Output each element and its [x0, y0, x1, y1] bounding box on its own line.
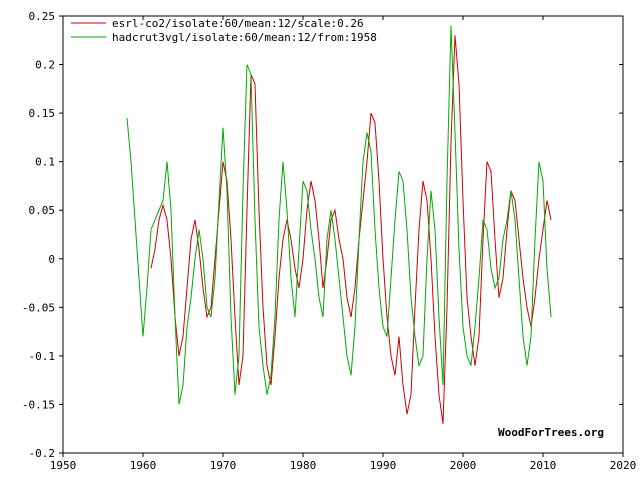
- y-tick-label: 0.15: [29, 107, 56, 120]
- x-axis: 1950 1960 1970 1980 1990 2000 2010 2020: [50, 16, 637, 472]
- x-tick-label: 2010: [530, 459, 557, 472]
- x-tick-label: 2000: [450, 459, 477, 472]
- legend-label: hadcrut3vgl/isolate:60/mean:12/from:1958: [112, 31, 377, 44]
- x-tick-label: 1980: [290, 459, 317, 472]
- y-tick-label: -0.05: [22, 301, 55, 314]
- y-tick-label: 0.1: [35, 156, 55, 169]
- y-tick-label: 0.05: [29, 204, 56, 217]
- x-tick-label: 1950: [50, 459, 77, 472]
- x-tick-label: 1990: [370, 459, 397, 472]
- y-tick-label: -0.2: [29, 447, 56, 460]
- y-tick-label: 0.2: [35, 59, 55, 72]
- y-tick-label: 0.25: [29, 10, 56, 23]
- y-tick-label: -0.1: [29, 350, 56, 363]
- series-layer: [126, 25, 552, 424]
- y-tick-label: -0.15: [22, 398, 55, 411]
- plot-area: [62, 15, 624, 454]
- x-tick-label: 1970: [210, 459, 237, 472]
- y-axis: -0.2 -0.15 -0.1 -0.05 0 0.05 0.1 0.15 0.2 0.25: [22, 10, 623, 460]
- x-tick-label: 1960: [130, 459, 157, 472]
- legend-label: esrl-co2/isolate:60/mean:12/scale:0.26: [112, 17, 364, 30]
- y-tick-label: 0: [48, 253, 55, 266]
- legend: esrl-co2/isolate:60/mean:12/scale:0.26 h…: [71, 17, 377, 44]
- x-tick-label: 2020: [610, 459, 637, 472]
- series-line-1: [126, 25, 552, 405]
- watermark: WoodForTrees.org: [498, 426, 604, 439]
